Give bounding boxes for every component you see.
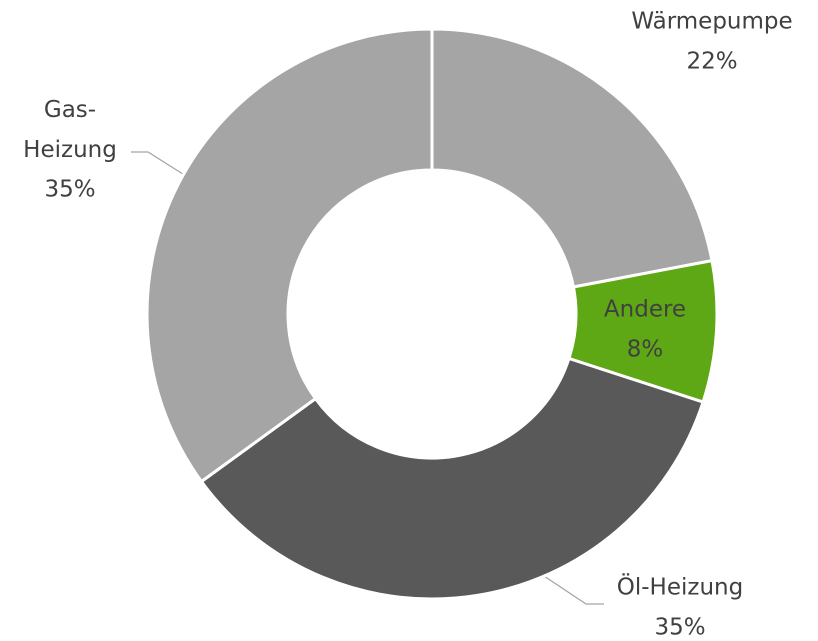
category-label: Öl-Heizung: [617, 573, 743, 601]
donut-segment: [199, 356, 705, 601]
category-label: Andere: [604, 297, 686, 323]
value-label: 35%: [654, 615, 705, 641]
label-line: Gas-: [44, 97, 96, 123]
value-label: 35%: [44, 177, 95, 203]
category-label: Gas- Heizung: [23, 97, 117, 163]
donut-segment: [430, 27, 714, 289]
donut-segment: [145, 27, 434, 484]
value-label: 22%: [686, 49, 737, 75]
leader-line: [131, 151, 187, 177]
label-line: Heizung: [23, 137, 117, 163]
category-label: Wärmepumpe: [631, 9, 792, 35]
value-label: 8%: [627, 337, 664, 363]
